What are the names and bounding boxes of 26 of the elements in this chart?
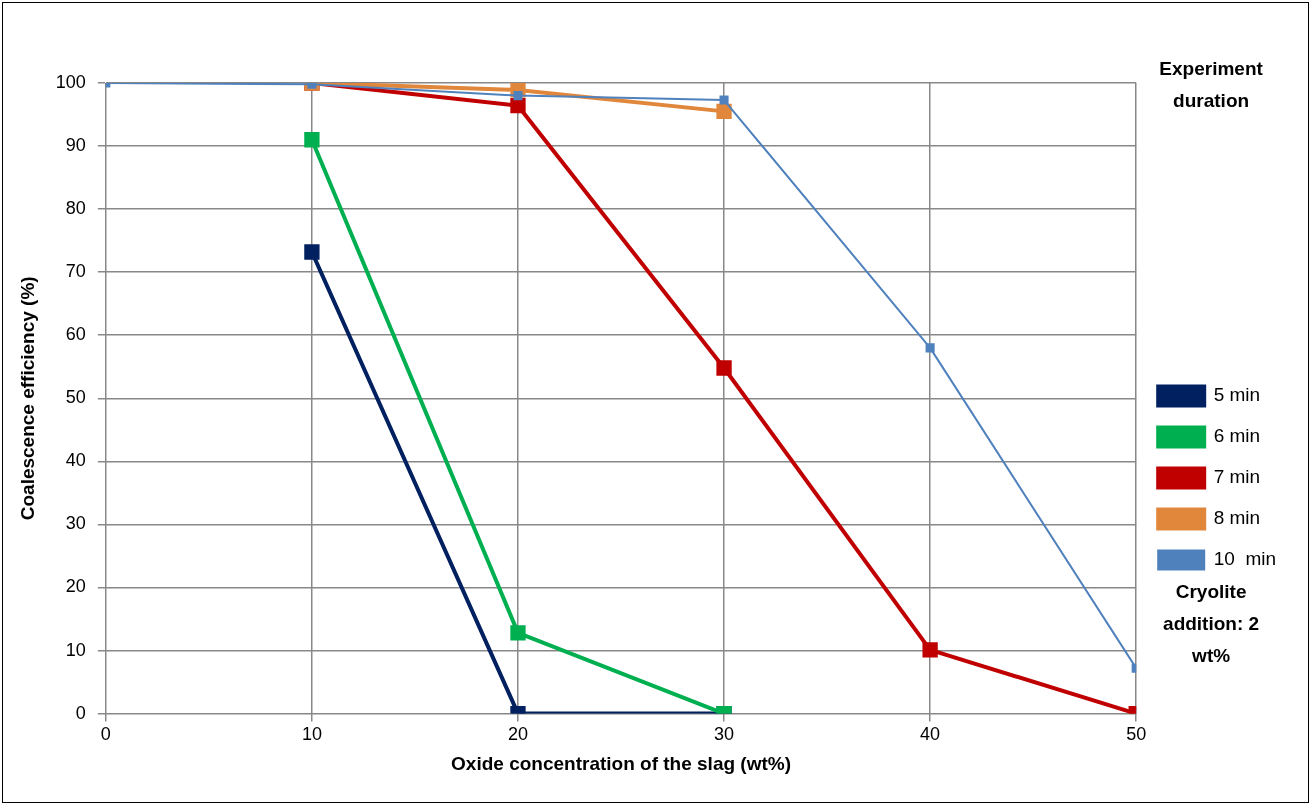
legend-label: 8 min — [1213, 507, 1261, 529]
x-axis-title: Oxide concentration of the slag (wt%) — [451, 752, 791, 774]
y-tick-label: 100 — [55, 71, 86, 92]
legend-label: 6 min — [1213, 425, 1261, 447]
legend-label: 5 min — [1213, 384, 1261, 406]
y-tick-label: 70 — [65, 261, 86, 282]
y-tick-label: 90 — [65, 135, 86, 156]
legend-title: Experiment duration — [1159, 58, 1264, 111]
x-tick-label: 20 — [507, 724, 528, 745]
x-tick-label: 10 — [301, 724, 322, 745]
x-tick-label: 30 — [714, 724, 735, 745]
text: Cryolite addition: 2 wt% — [1163, 581, 1260, 666]
x-tick-label: 40 — [920, 724, 941, 745]
x-tick-label: 50 — [1126, 724, 1147, 745]
y-tick-label: 60 — [65, 324, 86, 345]
y-tick-label: 80 — [65, 198, 86, 219]
y-axis-title: Coalescence efficiency (%) — [16, 276, 38, 521]
y-tick-label: 20 — [65, 576, 86, 597]
x-tick-label: 0 — [100, 724, 111, 745]
y-tick-label: 40 — [65, 450, 86, 471]
y-tick-label: 10 — [65, 639, 86, 660]
y-tick-label: 0 — [75, 702, 86, 723]
y-tick-label: 50 — [65, 387, 86, 408]
legend-label: 7 min — [1213, 466, 1261, 488]
y-tick-label: 30 — [65, 513, 86, 534]
legend-label: 10 min — [1213, 548, 1277, 570]
